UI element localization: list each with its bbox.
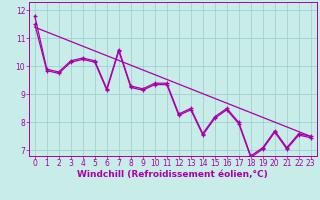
X-axis label: Windchill (Refroidissement éolien,°C): Windchill (Refroidissement éolien,°C) [77,170,268,179]
